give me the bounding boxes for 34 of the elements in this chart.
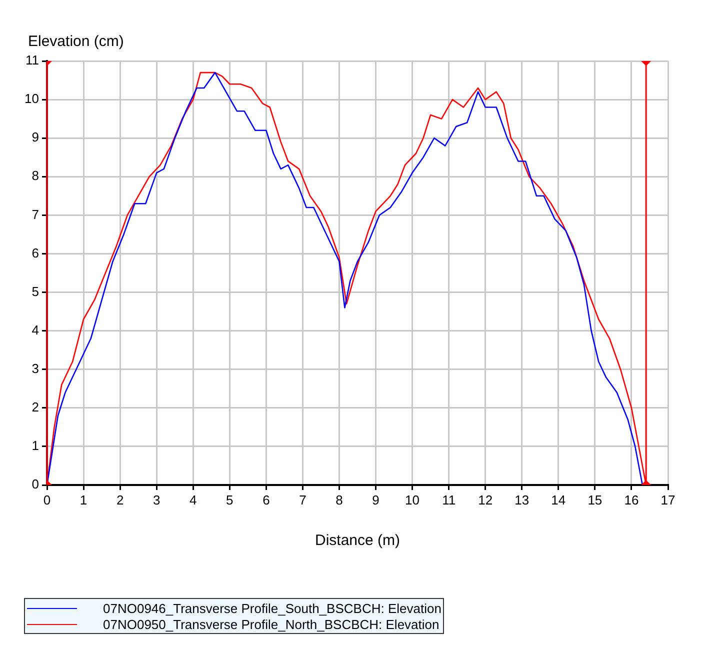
x-tick-label: 5 [226, 492, 234, 508]
y-tick-label: 8 [32, 168, 39, 184]
y-axis-title: Elevation (cm) [28, 33, 124, 50]
x-tick-label: 9 [372, 492, 380, 508]
x-tick-label: 14 [551, 492, 566, 508]
y-tick-label: 6 [32, 245, 39, 260]
x-tick-label: 0 [43, 492, 51, 508]
x-axis-title: Distance (m) [314, 532, 400, 549]
legend-label: 07NO0950_Transverse Profile_North_BSCBCH: Elevation [103, 616, 440, 632]
y-tick-label: 5 [32, 284, 39, 299]
x-tick-label: 11 [442, 492, 456, 508]
x-tick-label: 8 [336, 492, 343, 508]
x-tick-label: 1 [80, 492, 88, 508]
y-tick-label: 0 [32, 476, 39, 492]
x-tick-label: 16 [624, 492, 639, 508]
x-tick-label: 12 [478, 492, 493, 508]
x-tick-label: 17 [660, 492, 676, 508]
x-tick-label: 2 [116, 492, 124, 508]
y-tick-label: 7 [32, 206, 39, 222]
y-tick-label: 11 [26, 52, 39, 68]
x-tick-label: 10 [405, 492, 420, 508]
y-tick-label: 9 [32, 130, 39, 145]
x-tick-label: 15 [588, 492, 602, 508]
x-tick-label: 7 [299, 492, 306, 508]
y-tick-label: 10 [24, 91, 39, 106]
y-tick-label: 1 [32, 438, 39, 454]
x-tick-label: 13 [514, 492, 530, 508]
y-tick-label: 2 [32, 399, 39, 414]
y-tick-label: 3 [32, 360, 39, 376]
x-tick-label: 6 [262, 492, 270, 508]
y-tick-label: 4 [32, 322, 39, 338]
legend-label: 07NO0946_Transverse Profile_South_BSCBCH: Elevation [103, 600, 442, 616]
x-tick-label: 3 [152, 492, 160, 508]
x-tick-label: 4 [190, 492, 197, 508]
